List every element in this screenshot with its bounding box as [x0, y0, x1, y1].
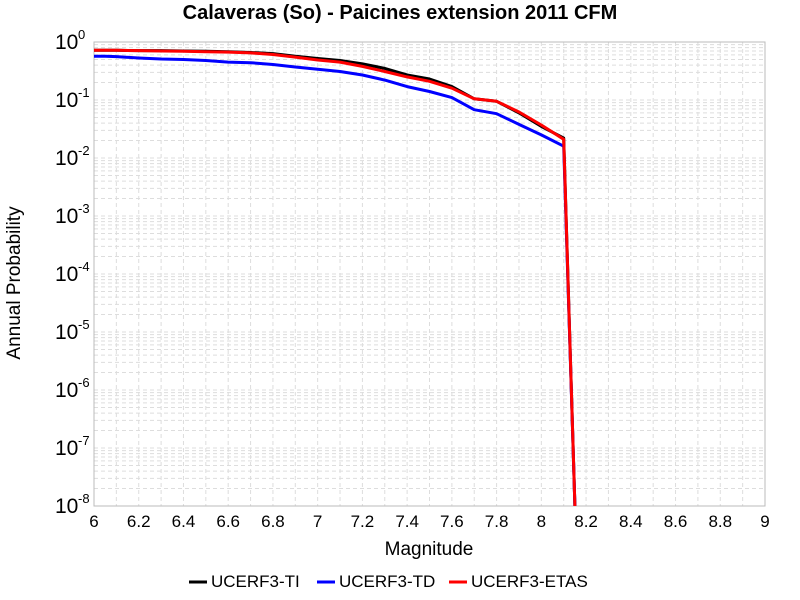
y-tick-label: 10: [55, 31, 78, 54]
y-tick-exponent: -7: [78, 433, 90, 448]
grid: [93, 42, 766, 507]
x-tick-label: 7.4: [395, 512, 419, 531]
chart-title: Calaveras (So) - Paicines extension 2011…: [183, 2, 618, 24]
y-tick-label: 10: [55, 437, 78, 460]
y-tick-label: 10: [55, 205, 78, 228]
legend-label-3: UCERF3-ETAS: [471, 572, 588, 591]
series-line-2: [94, 54, 577, 507]
y-tick-label: 10: [55, 495, 78, 518]
x-tick-label: 7.8: [485, 512, 509, 531]
x-tick-label: 7.6: [440, 512, 464, 531]
y-tick-exponent: -4: [78, 259, 90, 274]
y-tick-label: 10: [55, 263, 78, 286]
series-line-3: [94, 48, 577, 507]
y-tick-exponent: 0: [78, 27, 85, 42]
x-tick-label: 9: [760, 512, 769, 531]
x-tick-label: 6.6: [216, 512, 240, 531]
x-tick-label: 6.4: [172, 512, 196, 531]
x-tick-label: 8.4: [619, 512, 643, 531]
y-tick-label: 10: [55, 147, 78, 170]
x-tick-label: 8: [537, 512, 546, 531]
x-tick-label: 7.2: [351, 512, 375, 531]
legend: UCERF3-TI UCERF3-TD UCERF3-ETAS: [189, 572, 588, 591]
plot-area: [93, 41, 766, 507]
y-tick-exponent: -5: [78, 317, 90, 332]
y-tick-exponent: -2: [78, 143, 90, 158]
y-axis-label: Annual Probability: [4, 206, 25, 360]
legend-label-1: UCERF3-TI: [211, 572, 300, 591]
y-tick-label: 10: [55, 321, 78, 344]
x-tick-label: 8.8: [708, 512, 732, 531]
series-lines: [94, 48, 577, 507]
y-tick-exponent: -8: [78, 491, 90, 506]
x-axis-label: Magnitude: [385, 539, 474, 560]
y-tick-exponent: -3: [78, 201, 90, 216]
y-tick-label: 10: [55, 379, 78, 402]
legend-label-2: UCERF3-TD: [339, 572, 435, 591]
x-tick-label: 6.8: [261, 512, 285, 531]
x-tick-label: 7: [313, 512, 322, 531]
x-tick-label: 8.6: [664, 512, 688, 531]
x-tick-label: 6.2: [127, 512, 151, 531]
x-tick-labels: 6 6.2 6.4 6.6 6.8 7 7.2 7.4 7.6 7.8 8 8.2 8.4 8.6 8.8 9: [89, 512, 769, 531]
y-tick-exponent: -1: [78, 85, 90, 100]
y-tick-label: 10: [55, 89, 78, 112]
x-tick-label: 6: [89, 512, 98, 531]
y-tick-exponent: -6: [78, 375, 90, 390]
x-tick-label: 8.2: [574, 512, 598, 531]
